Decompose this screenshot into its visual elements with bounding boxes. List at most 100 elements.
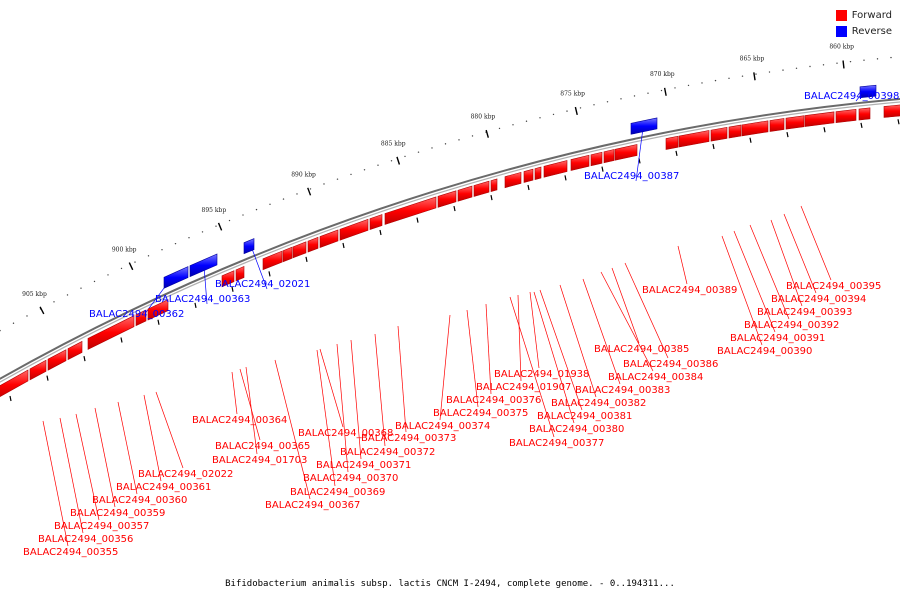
forward-leader-line [733, 230, 776, 333]
forward-leader-line [721, 235, 763, 346]
tick-dot [836, 62, 838, 64]
forward-gene-box [47, 349, 67, 371]
scale-tick-mark [574, 106, 578, 116]
forward-gene-box [543, 160, 568, 178]
map-caption: Bifidobacterium animalis subsp. lactis C… [225, 579, 675, 589]
forward-gene-box [614, 144, 638, 161]
scale-tick-label: 890 kbp [291, 172, 316, 179]
forward-leader-line [800, 205, 832, 281]
tick-dot [579, 107, 582, 109]
forward-gene-label: BALAC2494_00371 [316, 460, 411, 471]
boundary-tick [897, 119, 900, 125]
forward-leader-line [509, 296, 555, 438]
forward-leader-line [770, 219, 803, 307]
boundary-tick [860, 122, 863, 129]
forward-leader-line [75, 413, 100, 521]
forward-leader-line [117, 401, 138, 495]
tick-dot [876, 58, 879, 60]
tick-dot [593, 104, 595, 106]
forward-gene-box [728, 124, 742, 139]
legend-reverse-label: Reverse [851, 26, 892, 37]
scale-tick-label: 880 kbp [471, 113, 496, 120]
forward-gene-label: BALAC2494_00361 [116, 482, 211, 493]
reverse-gene-box [859, 84, 877, 99]
scale-tick-label: 895 kbp [202, 207, 227, 214]
forward-gene-box [504, 171, 522, 189]
forward-leader-line [274, 359, 311, 500]
forward-gene-label: BALAC2494_00357 [54, 521, 149, 532]
forward-leader-line [239, 368, 261, 441]
scale-tick-label: 905 kbp [22, 291, 47, 298]
tick-dot [350, 173, 352, 176]
forward-leader-line [319, 348, 344, 428]
forward-gene-label: BALAC2494_00377 [509, 438, 604, 449]
forward-gene-box [570, 154, 590, 171]
backbone-line-inner [0, 101, 900, 383]
boundary-tick [453, 205, 456, 212]
tick-dot [80, 287, 82, 289]
forward-gene-box [603, 149, 615, 164]
boundary-tick [749, 137, 752, 143]
forward-leader-line [374, 333, 386, 447]
legend-forward-swatch [835, 10, 847, 21]
boundary-tick [342, 242, 345, 249]
tick-dot [309, 188, 312, 190]
tick-dot [660, 89, 663, 92]
tick-dot [242, 214, 244, 216]
scale-tick-mark [128, 262, 134, 271]
legend: Forward Reverse [835, 8, 892, 40]
scale-tick-label: 860 kbp [829, 44, 854, 51]
forward-gene-label: BALAC2494_00356 [38, 534, 133, 545]
forward-gene-box [710, 127, 728, 142]
forward-gene-label: BALAC2494_00368 [298, 428, 393, 439]
forward-gene-box [262, 250, 283, 271]
forward-gene-label: BALAC2494_00367 [265, 500, 360, 511]
tick-dot [498, 127, 501, 130]
forward-leader-line [559, 284, 597, 398]
tick-dot [849, 60, 852, 63]
tick-dot [161, 248, 163, 251]
tick-dot [890, 56, 892, 59]
forward-gene-label: BALAC2494_00391 [730, 333, 825, 344]
forward-gene-label: BALAC2494_00394 [771, 294, 866, 305]
forward-leader-line [517, 294, 522, 382]
forward-gene-label: BALAC2494_00376 [446, 395, 541, 406]
forward-gene-label: BALAC2494_00392 [744, 320, 839, 331]
forward-leader-line [336, 343, 349, 473]
tick-dot [755, 73, 757, 75]
scale-tick-label: 885 kbp [381, 140, 406, 147]
tick-dot [809, 65, 811, 68]
tick-dot [458, 139, 460, 141]
forward-gene-box [523, 168, 534, 183]
forward-gene-label: BALAC2494_00365 [215, 441, 310, 452]
forward-gene-box [319, 229, 339, 249]
tick-dot [863, 59, 865, 61]
forward-gene-box [282, 246, 293, 263]
tick-dot [174, 242, 177, 245]
tick-dot [377, 164, 379, 166]
boundary-tick [527, 184, 530, 191]
reverse-gene-label: BALAC2494_02021 [215, 279, 310, 290]
scale-tick-mark [39, 306, 45, 315]
tick-dot [12, 322, 15, 324]
tick-dot [444, 143, 447, 145]
scale-tick-label: 900 kbp [112, 247, 137, 254]
boundary-tick [194, 302, 197, 308]
forward-leader-line [42, 420, 69, 547]
tick-dot [606, 101, 609, 103]
forward-gene-label: BALAC2494_00393 [757, 307, 852, 318]
tick-dot [201, 231, 204, 233]
boundary-tick [231, 286, 234, 292]
forward-gene-box [307, 236, 319, 253]
forward-gene-label: BALAC2494_00386 [623, 359, 718, 370]
boundary-tick [46, 375, 49, 381]
genome-backbone [0, 98, 900, 383]
boundary-tick [416, 217, 419, 223]
forward-gene-box [665, 135, 679, 150]
scale-tick-mark [307, 187, 312, 196]
tick-dot [471, 135, 474, 137]
forward-gene-box [804, 111, 835, 127]
legend-forward-label: Forward [851, 10, 892, 21]
forward-gene-label: BALAC2494_00360 [92, 495, 187, 506]
scale-tick-mark [217, 222, 223, 231]
